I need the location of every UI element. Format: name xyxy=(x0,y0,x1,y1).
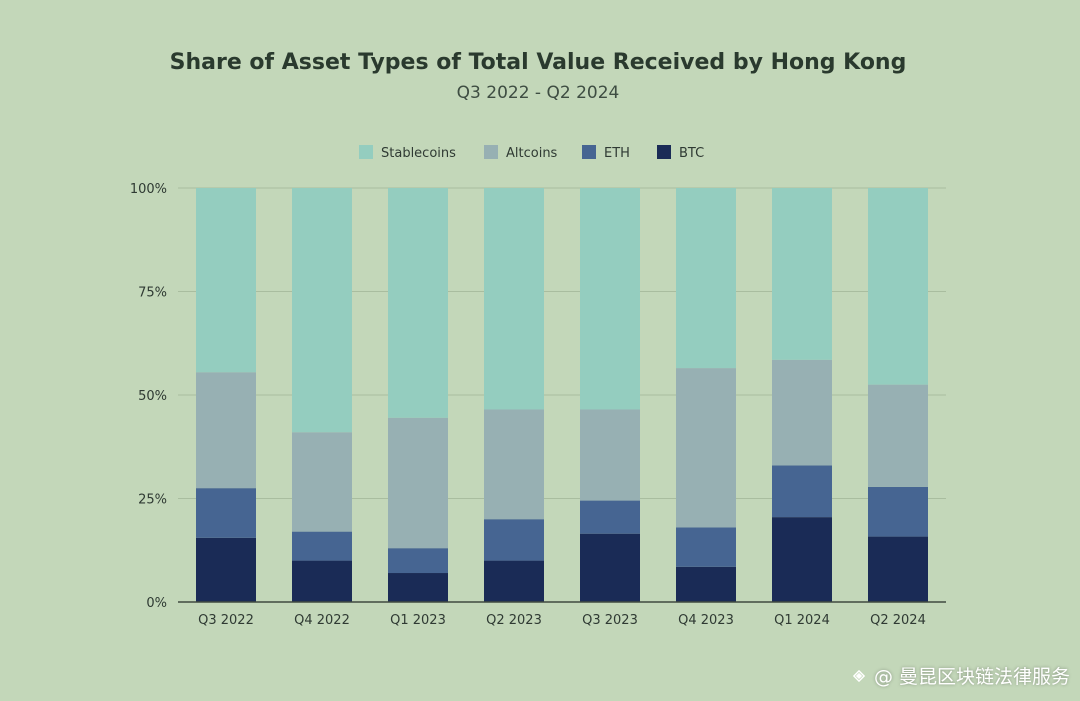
y-tick-label: 75% xyxy=(138,286,167,301)
legend-label-eth: ETH xyxy=(604,146,630,161)
legend-label-stablecoins: Stablecoins xyxy=(381,146,456,161)
x-tick-label: Q3 2023 xyxy=(582,613,638,628)
bar-segment-stablecoins xyxy=(868,188,928,385)
bar-segment-altcoins xyxy=(196,372,256,489)
bar-segment-btc xyxy=(388,573,448,602)
bar-segment-btc xyxy=(772,517,832,602)
x-tick-label: Q2 2023 xyxy=(486,613,542,628)
bar-segment-stablecoins xyxy=(484,188,544,410)
bar-segment-altcoins xyxy=(484,409,544,520)
bar-segment-btc xyxy=(580,533,640,602)
bar-segment-btc xyxy=(676,566,736,602)
bar-segment-stablecoins xyxy=(676,188,736,369)
bar-segment-stablecoins xyxy=(772,188,832,360)
bar-segment-eth xyxy=(484,519,544,561)
bar-segment-altcoins xyxy=(676,368,736,528)
bar-segment-stablecoins xyxy=(580,188,640,410)
x-tick-label: Q1 2023 xyxy=(390,613,446,628)
bar-segment-stablecoins xyxy=(196,188,256,373)
y-tick-label: 100% xyxy=(130,182,167,197)
bar-segment-stablecoins xyxy=(292,188,352,433)
bars xyxy=(196,188,928,602)
y-tick-label: 0% xyxy=(146,596,167,611)
bar-segment-eth xyxy=(196,488,256,538)
axis: 0% 25% 50% 75% 100% Q3 2022 Q4 2022 Q1 2023 Q2 2… xyxy=(130,182,946,628)
y-tick-label: 50% xyxy=(138,389,167,404)
x-tick-label: Q4 2023 xyxy=(678,613,734,628)
legend-label-altcoins: Altcoins xyxy=(506,146,558,161)
bar-segment-eth xyxy=(580,500,640,534)
x-tick-label: Q4 2022 xyxy=(294,613,350,628)
binance-square-icon xyxy=(852,669,866,682)
x-tick-label: Q3 2022 xyxy=(198,613,254,628)
bar-segment-btc xyxy=(484,560,544,602)
bar-segment-altcoins xyxy=(580,409,640,501)
x-tick-label: Q2 2024 xyxy=(870,613,926,628)
legend-swatch-eth xyxy=(582,145,596,159)
bar-segment-eth xyxy=(388,548,448,574)
legend-swatch-btc xyxy=(657,145,671,159)
bar-segment-btc xyxy=(292,560,352,602)
watermark: @ 曼昆区块链法律服务 xyxy=(850,662,1070,689)
bar-segment-eth xyxy=(772,465,832,518)
bar-segment-altcoins xyxy=(388,417,448,549)
watermark-text: @ 曼昆区块链法律服务 xyxy=(873,666,1070,688)
bar-segment-eth xyxy=(676,527,736,567)
bar-segment-btc xyxy=(868,536,928,602)
x-tick-label: Q1 2024 xyxy=(774,613,830,628)
legend: Stablecoins Altcoins ETH BTC xyxy=(359,145,704,161)
chart-subtitle: Q3 2022 - Q2 2024 xyxy=(456,83,620,103)
bar-segment-stablecoins xyxy=(388,188,448,418)
bar-segment-altcoins xyxy=(772,359,832,466)
bar-segment-btc xyxy=(196,537,256,602)
y-tick-label: 25% xyxy=(138,493,167,508)
legend-swatch-altcoins xyxy=(484,145,498,159)
bar-segment-eth xyxy=(292,531,352,561)
bar-segment-altcoins xyxy=(868,384,928,487)
legend-swatch-stablecoins xyxy=(359,145,373,159)
legend-label-btc: BTC xyxy=(679,146,704,161)
bar-segment-eth xyxy=(868,486,928,537)
bar-segment-altcoins xyxy=(292,432,352,532)
chart-title: Share of Asset Types of Total Value Rece… xyxy=(169,50,907,75)
